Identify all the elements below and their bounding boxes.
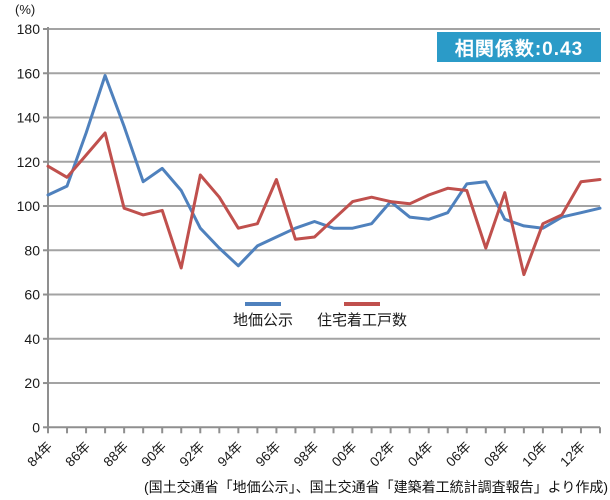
y-tick-label: 100 [17, 198, 41, 214]
x-tick-label: 96年 [253, 439, 284, 470]
y-tick-label: 40 [24, 331, 40, 347]
source-caption: (国土交通省「地価公示」、国土交通省「建築着工統計調査報告」より作成) [143, 479, 608, 495]
x-tick-label: 02年 [367, 439, 398, 470]
x-tick-label: 08年 [481, 439, 512, 470]
legend-swatch-land-price [245, 302, 281, 306]
x-tick-label: 12年 [557, 439, 588, 470]
y-tick-label: 160 [17, 65, 41, 81]
x-tick-label: 00年 [329, 439, 360, 470]
y-axis-unit-label: (%) [15, 2, 36, 17]
x-tick-label: 10年 [519, 439, 550, 470]
x-tick-label: 92年 [177, 439, 208, 470]
x-tick-label: 86年 [62, 439, 93, 470]
y-tick-label: 20 [24, 375, 40, 391]
correlation-badge: 相関係数:0.43 [437, 32, 601, 62]
series-line-housing-starts [46, 131, 602, 277]
x-tick-label: 88年 [100, 439, 131, 470]
x-tick-label: 84年 [24, 439, 55, 470]
y-tick-label: 120 [17, 154, 41, 170]
y-tick-label: 80 [24, 242, 40, 258]
y-tick-label: 60 [24, 287, 40, 303]
legend-swatch-housing-starts [344, 302, 381, 306]
legend-label-housing-starts: 住宅着工戸数 [317, 312, 408, 329]
x-tick-label: 98年 [291, 439, 322, 470]
chart-legend: 地価公示 住宅着工戸数 [233, 302, 407, 330]
y-tick-label: 140 [17, 110, 41, 126]
legend-item-housing-starts: 住宅着工戸数 [317, 302, 407, 330]
series-line-land-price [46, 74, 602, 268]
y-tick-label: 0 [32, 419, 40, 435]
legend-item-land-price: 地価公示 [233, 302, 293, 330]
legend-label-land-price: 地価公示 [233, 312, 294, 329]
x-tick-label: 06年 [443, 439, 474, 470]
x-tick-label: 94年 [215, 439, 246, 470]
y-tick-label: 180 [17, 21, 41, 37]
x-tick-label: 90年 [139, 439, 170, 470]
x-tick-label: 04年 [405, 439, 436, 470]
